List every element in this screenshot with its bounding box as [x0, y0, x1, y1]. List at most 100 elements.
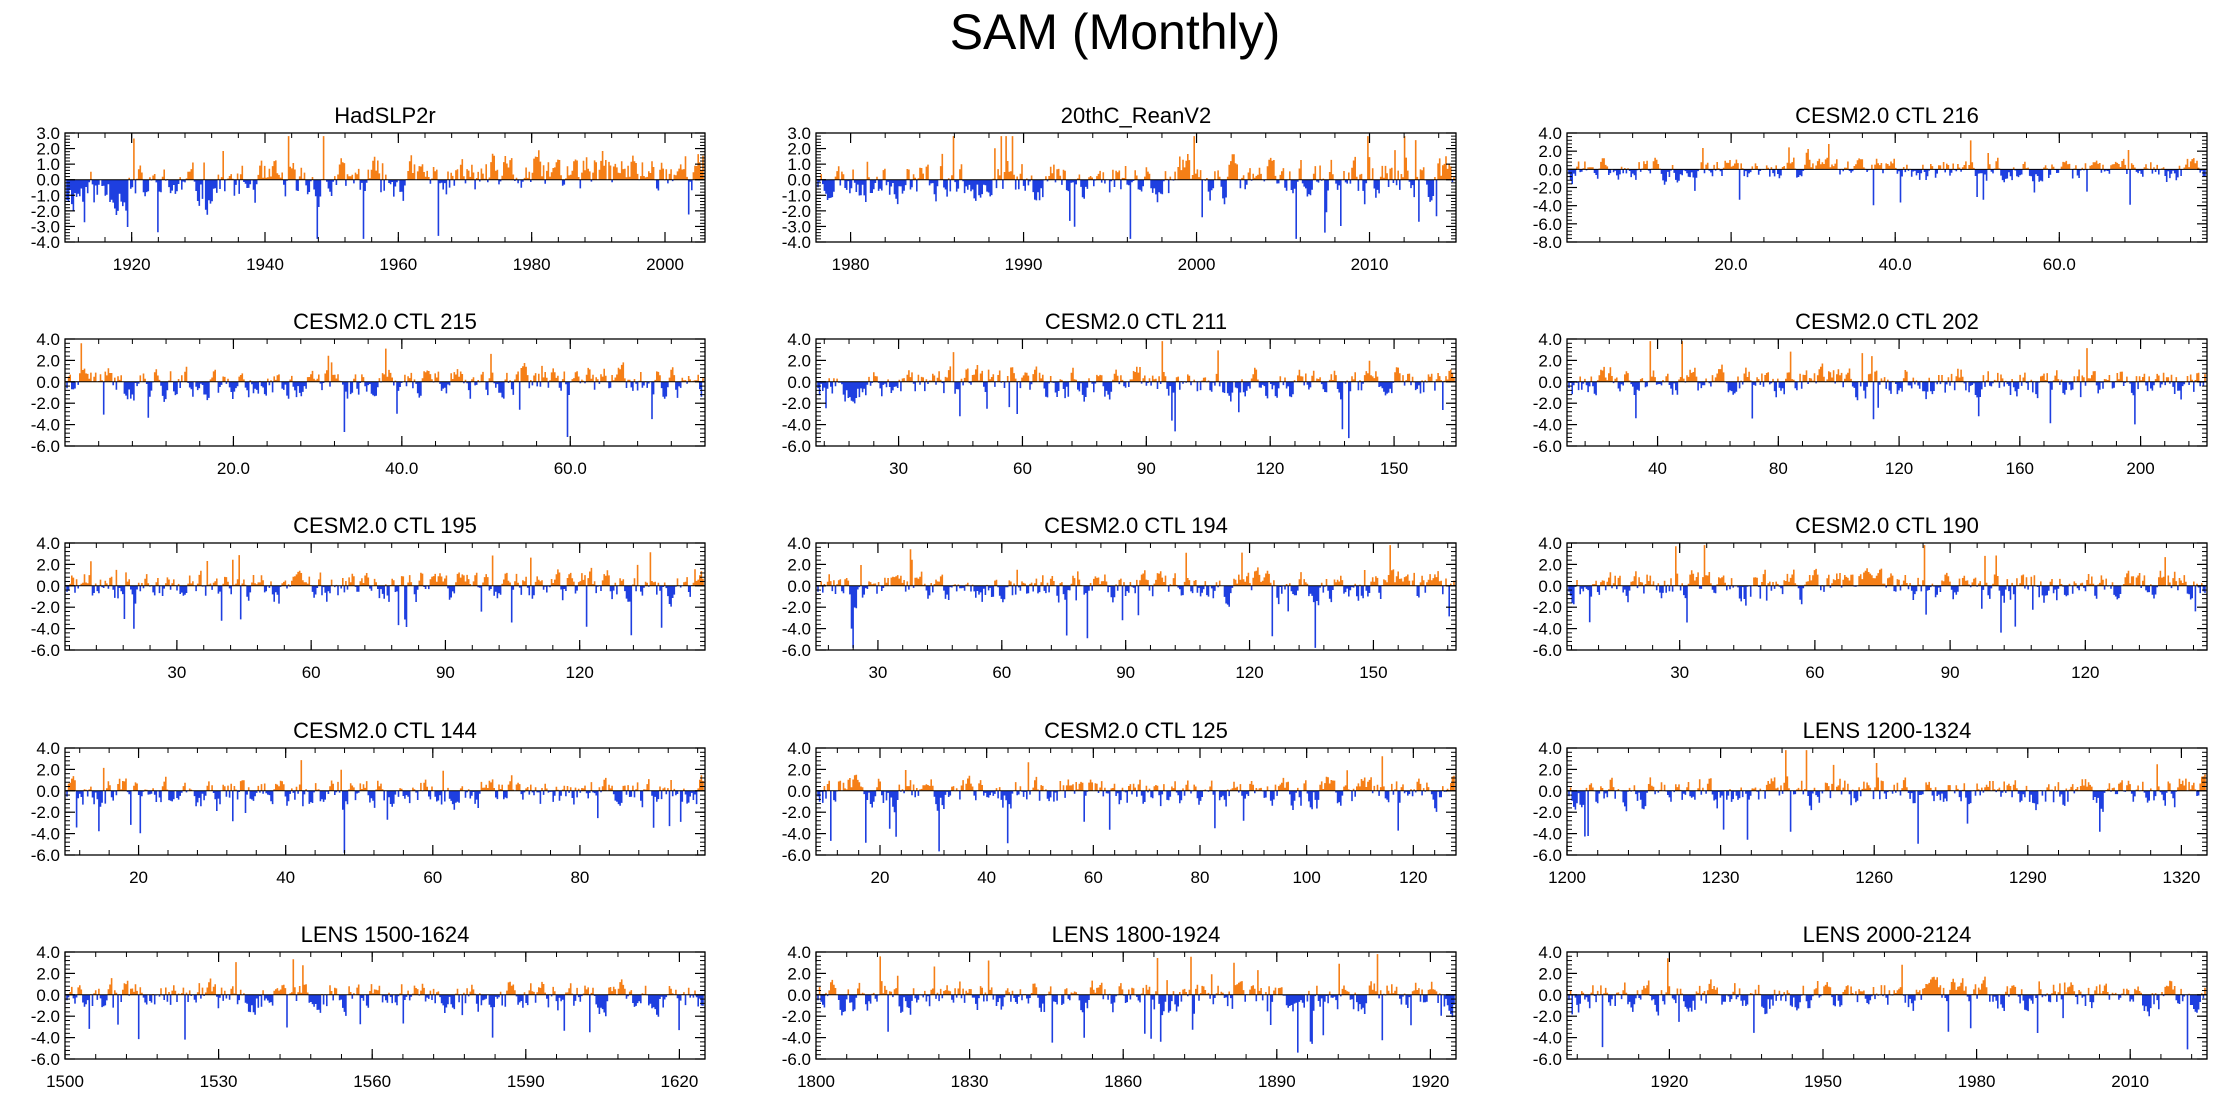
x-tick-label: 2010	[1351, 255, 1389, 274]
x-tick-label: 60	[1805, 663, 1824, 682]
y-tick-label: 4.0	[787, 943, 811, 962]
negative-bars	[817, 994, 1455, 1053]
x-tick-label: 20.0	[1715, 255, 1748, 274]
chart-panel: CESM2.0 CTL 190 4.0 2.0 0.0 -2.0 -4.0 -6.0 30 60…	[1533, 513, 2208, 682]
plot-frame	[1566, 132, 2208, 243]
chart-title: LENS 1500-1624	[301, 922, 470, 947]
x-tick-label: 60	[1013, 459, 1032, 478]
negative-bars	[1568, 381, 2205, 425]
x-tick-label: 160	[2006, 459, 2034, 478]
y-tick-label: 0.0	[1538, 782, 1562, 801]
chart-panel: LENS 2000-2124 4.0 2.0 0.0 -2.0 -4.0 -6.0 1920 1…	[1533, 922, 2208, 1091]
x-tick-label: 2010	[2111, 1072, 2149, 1091]
bar-series	[1568, 958, 2206, 1050]
y-tick-label: 0.0	[787, 986, 811, 1005]
y-tick-label: 4.0	[36, 943, 60, 962]
chart-panel: CESM2.0 CTL 211 4.0 2.0 0.0 -2.0 -4.0 -6.0 30 60…	[782, 309, 1457, 478]
y-tick-label: -2.0	[1533, 1007, 1562, 1026]
x-tick-label: 1230	[1702, 868, 1740, 887]
chart-panel: CESM2.0 CTL 195 4.0 2.0 0.0 -2.0 -4.0 -6.0 30 60…	[31, 513, 706, 682]
x-tick-label: 1830	[951, 1072, 989, 1091]
y-tick-label: -2.0	[31, 1007, 60, 1026]
x-tick-label: 40	[977, 868, 996, 887]
x-tick-label: 120	[1256, 459, 1284, 478]
x-tick-label: 1980	[832, 255, 870, 274]
chart-title: CESM2.0 CTL 215	[293, 309, 477, 334]
y-tick-label: -2.0	[31, 202, 60, 221]
x-tick-label: 120	[1399, 868, 1427, 887]
y-tick-label: 0.0	[1538, 373, 1562, 392]
bar-series	[817, 545, 1455, 648]
plot-frame	[815, 951, 1457, 1060]
bar-series	[66, 552, 704, 636]
x-tick-label: 150	[1359, 663, 1387, 682]
chart-title: CESM2.0 CTL 195	[293, 513, 477, 538]
x-tick-label: 100	[1292, 868, 1320, 887]
y-tick-label: 0.0	[787, 782, 811, 801]
y-tick-label: 0.0	[787, 373, 811, 392]
plot-frame	[1566, 951, 2208, 1060]
x-tick-label: 30	[868, 663, 887, 682]
negative-bars	[66, 994, 704, 1040]
bar-series	[817, 756, 1455, 852]
positive-bars	[818, 954, 1444, 995]
negative-bars	[66, 790, 698, 853]
x-tick-label: 90	[1941, 663, 1960, 682]
y-tick-label: 4.0	[787, 534, 811, 553]
x-tick-label: 1860	[1104, 1072, 1142, 1091]
y-tick-label: -3.0	[782, 217, 811, 236]
chart-title: 20thC_ReanV2	[1061, 103, 1211, 128]
x-tick-label: 60.0	[554, 459, 587, 478]
main-title: SAM (Monthly)	[949, 4, 1281, 60]
x-tick-label: 1800	[797, 1072, 835, 1091]
x-tick-label: 90	[436, 663, 455, 682]
x-tick-label: 90	[1137, 459, 1156, 478]
x-tick-label: 1980	[513, 255, 551, 274]
y-tick-label: 0.0	[787, 171, 811, 190]
x-tick-label: 2000	[646, 255, 684, 274]
y-tick-label: 2.0	[36, 760, 60, 779]
x-tick-label: 1320	[2162, 868, 2200, 887]
y-tick-label: -6.0	[1533, 1050, 1562, 1069]
y-tick-label: -6.0	[782, 1050, 811, 1069]
y-tick-label: 2.0	[36, 140, 60, 159]
y-tick-label: 4.0	[1538, 330, 1562, 349]
plot-frame	[1566, 338, 2208, 447]
y-tick-label: 0.0	[36, 171, 60, 190]
y-tick-label: 4.0	[1538, 739, 1562, 758]
y-tick-label: -6.0	[31, 1050, 60, 1069]
chart-title: CESM2.0 CTL 190	[1795, 513, 1979, 538]
x-tick-label: 30	[889, 459, 908, 478]
negative-bars	[66, 381, 703, 437]
chart-panel: CESM2.0 CTL 215 4.0 2.0 0.0 -2.0 -4.0 -6.0 20.0…	[31, 309, 706, 478]
y-tick-label: -6.0	[782, 437, 811, 456]
plot-frame	[1566, 747, 2208, 856]
y-tick-label: 2.0	[1538, 964, 1562, 983]
plot-frame	[815, 132, 1457, 243]
y-tick-label: 4.0	[36, 330, 60, 349]
y-tick-label: -4.0	[782, 1029, 811, 1048]
y-tick-label: -4.0	[782, 620, 811, 639]
positive-bars	[820, 136, 1455, 180]
x-tick-label: 2000	[1178, 255, 1216, 274]
y-tick-label: -4.0	[782, 825, 811, 844]
x-tick-label: 30	[167, 663, 186, 682]
x-tick-label: 1590	[507, 1072, 545, 1091]
x-tick-label: 80	[1769, 459, 1788, 478]
plot-frame	[64, 338, 706, 447]
y-tick-label: -6.0	[782, 846, 811, 865]
plot-frame	[815, 542, 1457, 651]
positive-bars	[828, 341, 1455, 382]
positive-bars	[67, 343, 704, 382]
plot-frame	[1566, 542, 2208, 651]
positive-bars	[823, 756, 1455, 791]
y-tick-label: -4.0	[782, 416, 811, 435]
y-tick-label: -4.0	[1533, 416, 1562, 435]
y-tick-label: -2.0	[782, 803, 811, 822]
x-tick-label: 40	[1648, 459, 1667, 478]
chart-title: CESM2.0 CTL 202	[1795, 309, 1979, 334]
x-tick-label: 60.0	[2043, 255, 2076, 274]
chart-title: CESM2.0 CTL 144	[293, 718, 477, 743]
bar-series	[66, 343, 704, 437]
